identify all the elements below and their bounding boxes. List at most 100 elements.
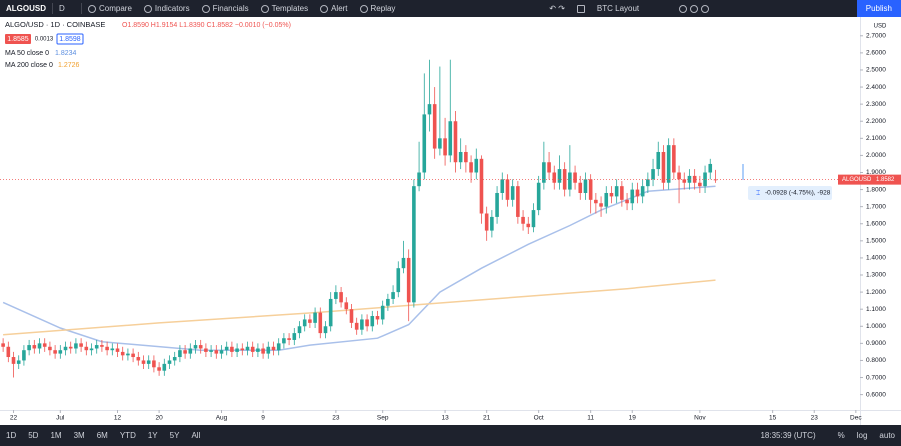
candle-body [594, 199, 598, 204]
candle-body [287, 338, 291, 340]
candle-body [37, 343, 42, 349]
candle-body [94, 345, 99, 349]
x-tick-label: 19 [629, 415, 637, 422]
range-button[interactable]: 6M [96, 431, 108, 440]
candle-body [6, 346, 11, 358]
icon [201, 4, 210, 13]
candle-body [334, 292, 338, 299]
candle-body [110, 348, 115, 351]
candle-body [573, 172, 577, 183]
candle-body [583, 179, 588, 193]
candle-body [230, 346, 234, 352]
compare[interactable]: Compare [82, 4, 138, 13]
candle-body [245, 346, 250, 351]
candle-body [375, 316, 380, 320]
candle-body [1, 343, 5, 347]
candle-body [547, 162, 551, 173]
y-tick-label: 2.0000 [866, 152, 886, 159]
financials[interactable]: Financials [196, 4, 255, 13]
y-tick-label: 0.8000 [866, 357, 886, 364]
candle-body [68, 346, 73, 349]
candle-body [458, 151, 463, 163]
candle-body [27, 345, 31, 351]
measure-text: -0.0928 (-4.75%), -928 [765, 190, 831, 197]
candle-body [380, 305, 385, 320]
bid-box [5, 34, 31, 44]
candle-body [412, 186, 416, 303]
symbol-search[interactable]: ALGOUSD [6, 4, 46, 13]
candle-body [115, 348, 120, 352]
percent-toggle[interactable]: % [837, 431, 845, 440]
candle-body [687, 175, 692, 183]
candle-body [256, 348, 260, 352]
x-tick-label: 15 [769, 415, 777, 422]
range-button[interactable]: 1M [50, 431, 62, 440]
replay[interactable]: Replay [354, 4, 402, 13]
candle-body [427, 104, 432, 115]
candle-body [282, 338, 286, 344]
candle-body [656, 151, 661, 170]
icon [576, 4, 585, 13]
candle-body [568, 172, 572, 190]
separator [81, 3, 82, 14]
interval[interactable]: D [59, 4, 65, 13]
y-tick-label: 2.7000 [866, 33, 886, 40]
x-tick-label: Oct [534, 415, 544, 422]
candle-body [193, 345, 198, 349]
candle-body [578, 182, 583, 193]
fullscreen[interactable] [571, 4, 591, 13]
candle-body [448, 121, 453, 156]
candle-body [604, 192, 609, 207]
undo[interactable]: ↶ ↷ [549, 4, 565, 13]
candle-body [209, 350, 213, 352]
candle-body [422, 114, 427, 173]
y-tick-label: 2.2000 [866, 118, 886, 125]
range-button[interactable]: 1Y [147, 431, 158, 440]
candle-body [625, 199, 629, 204]
x-tick-label: Sep [377, 415, 389, 422]
auto-toggle[interactable]: auto [879, 431, 895, 440]
range-button[interactable]: YTD [119, 431, 136, 440]
range-button[interactable]: 1D [6, 431, 17, 440]
candle-body [713, 179, 718, 181]
candle-body [240, 348, 245, 351]
x-tick-label: 12 [114, 415, 122, 422]
candle-body [276, 343, 281, 351]
candle-body [120, 351, 125, 356]
x-tick-label: Dec [850, 415, 862, 422]
label: Indicators [154, 4, 190, 13]
range-list: 1D 5D 1M 3M 6M YTD 1Y 5Y All [0, 431, 206, 440]
layout[interactable]: BTC Layout [596, 4, 640, 13]
x-tick-label: Jul [56, 415, 65, 422]
candle-body [510, 186, 515, 200]
candle-body [349, 309, 354, 323]
separator [52, 3, 53, 14]
templates[interactable]: Templates [255, 4, 314, 13]
x-tick-label: 13 [441, 415, 449, 422]
candle-body [692, 175, 697, 183]
range-button[interactable]: 5D [28, 431, 39, 440]
alert[interactable]: Alert [314, 4, 353, 13]
log-toggle[interactable]: log [856, 431, 868, 440]
candle-body [74, 343, 78, 349]
settings[interactable] [673, 4, 715, 13]
x-tick-label: 23 [811, 415, 819, 422]
candle-body [682, 179, 687, 183]
x-tick-label: 20 [155, 415, 163, 422]
candle-body [16, 360, 21, 364]
candle-body [32, 345, 37, 349]
icon [678, 4, 687, 13]
indicators[interactable]: Indicators [138, 4, 196, 13]
candle-body [22, 350, 26, 361]
candle-body [105, 346, 109, 351]
candle-body [370, 316, 375, 327]
candle-body [542, 162, 546, 183]
icon [320, 4, 329, 13]
range-button[interactable]: 5Y [169, 431, 180, 440]
range-button[interactable]: 3M [73, 431, 85, 440]
label: Alert [331, 4, 348, 13]
publish-button[interactable]: Publish [856, 0, 901, 17]
y-tick-label: 0.6000 [866, 391, 886, 398]
plot [0, 59, 860, 378]
range-button[interactable]: All [191, 431, 201, 440]
